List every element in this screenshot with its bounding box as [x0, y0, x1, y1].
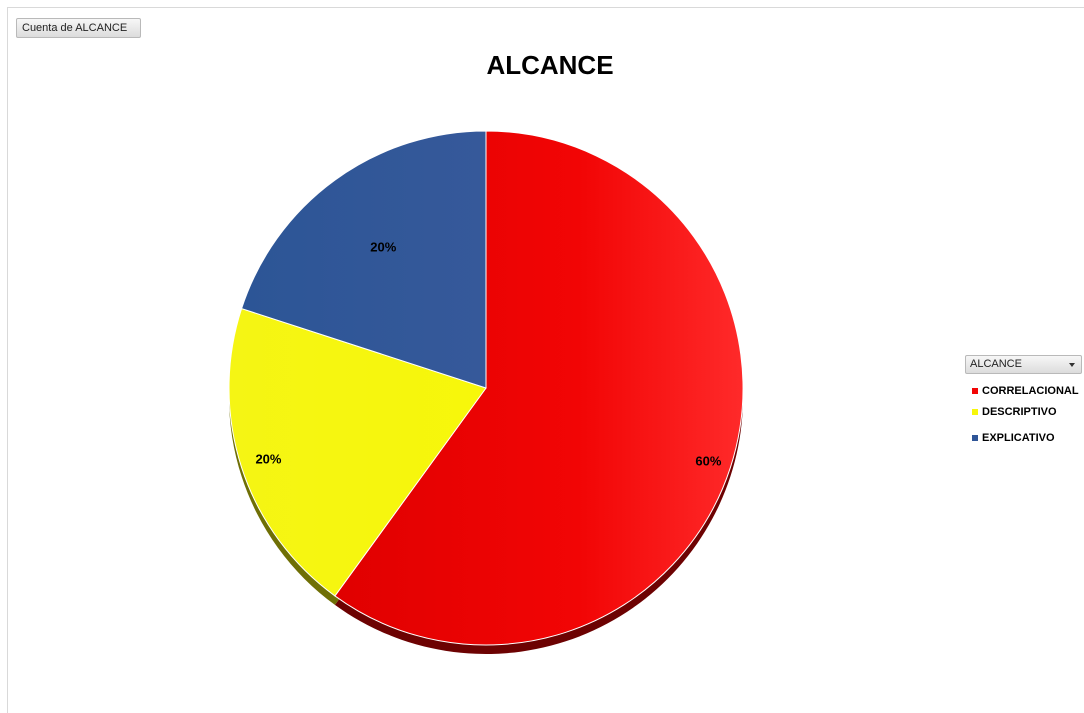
pie-slice-explicativo[interactable] [240, 130, 487, 389]
value-field-button[interactable]: Cuenta de ALCANCE [16, 18, 141, 38]
legend-label-explicativo: EXPLICATIVO [982, 432, 1055, 444]
data-label-correlacional: 60% [695, 453, 721, 468]
dropdown-arrow-icon [1069, 363, 1075, 367]
legend-swatch-explicativo [972, 435, 978, 441]
legend-list: CORRELACIONAL DESCRIPTIVO EXPLICATIVO [965, 378, 1083, 451]
legend-swatch-descriptivo [972, 409, 978, 415]
legend-label-descriptivo: DESCRIPTIVO [982, 406, 1057, 418]
pie-slice-correlacional[interactable] [334, 130, 744, 646]
legend-item-descriptivo[interactable]: DESCRIPTIVO [965, 399, 1083, 425]
legend-item-explicativo[interactable]: EXPLICATIVO [965, 425, 1083, 451]
legend-item-correlacional[interactable]: CORRELACIONAL [965, 378, 1083, 404]
legend-filter-label: ALCANCE [970, 358, 1022, 370]
legend-swatch-correlacional [972, 388, 978, 394]
legend-label-correlacional: CORRELACIONAL [982, 385, 1079, 397]
pie-slice-descriptivo[interactable] [228, 307, 487, 597]
legend: ALCANCE CORRELACIONAL DESCRIPTIVO EXPLICAT… [965, 355, 1083, 456]
chart-title: ALCANCE [486, 50, 614, 80]
data-label-descriptivo: 20% [255, 452, 281, 467]
data-label-explicativo: 20% [370, 240, 396, 255]
legend-filter-button[interactable]: ALCANCE [965, 355, 1082, 374]
